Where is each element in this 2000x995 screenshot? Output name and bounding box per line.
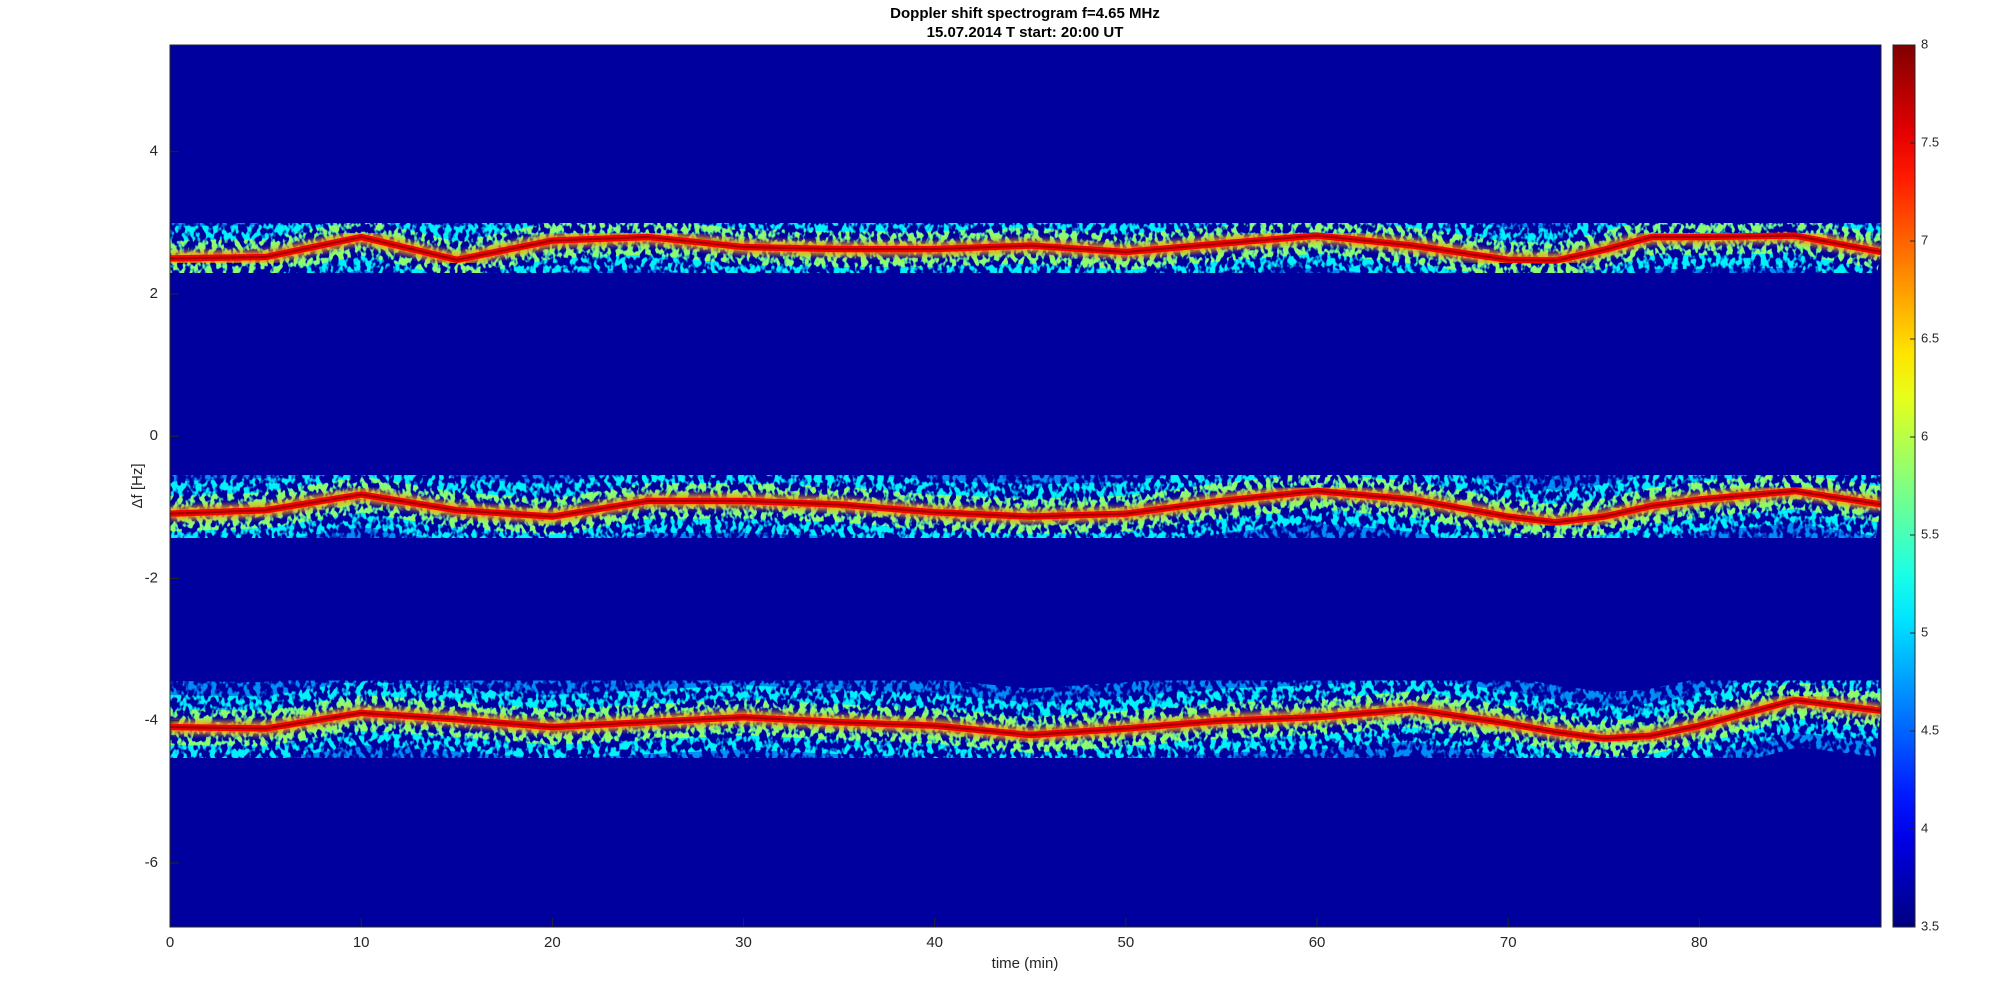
colorbar-tick-label: 6 [1921,428,1928,443]
y-tick-label: 0 [150,427,158,444]
chart-title: Doppler shift spectrogram f=4.65 MHz [890,5,1160,22]
x-tick-label: 80 [1691,934,1708,951]
x-tick-label: 70 [1500,934,1517,951]
x-axis-label: time (min) [992,955,1059,972]
y-tick-label: 2 [150,285,158,302]
spectrogram-traces [170,189,1881,785]
colorbar-tick-label: 3.5 [1921,918,1939,933]
chart-subtitle: 15.07.2014 T start: 20:00 UT [927,24,1124,41]
colorbar-tick-label: 4 [1921,820,1928,835]
colorbar-tick-label: 8 [1921,36,1928,51]
x-tick-label: 60 [1309,934,1326,951]
trace [170,489,1881,524]
plot-frame [169,44,1882,928]
y-tick-label: -4 [145,712,158,729]
colorbar-tick-label: 6.5 [1921,330,1939,345]
x-tick-label: 40 [926,934,943,951]
x-tick-label: 0 [166,934,174,951]
colorbar-tick-label: 7.5 [1921,134,1939,149]
colorbar-tick-label: 7 [1921,232,1928,247]
trace [170,234,1881,262]
y-axis-label: Δf [Hz] [129,463,146,508]
x-tick-label: 50 [1118,934,1135,951]
colorbar-tick-label: 5.5 [1921,526,1939,541]
x-tick-label: 20 [544,934,561,951]
colorbar-tick-label: 5 [1921,624,1928,639]
x-tick-label: 10 [353,934,370,951]
colorbar-tick-label: 4.5 [1921,722,1939,737]
trace [170,699,1881,740]
x-tick-label: 30 [735,934,752,951]
y-tick-label: 4 [150,143,158,160]
y-tick-label: -6 [145,854,158,871]
colorbar [1892,44,1916,928]
y-tick-label: -2 [145,569,158,586]
